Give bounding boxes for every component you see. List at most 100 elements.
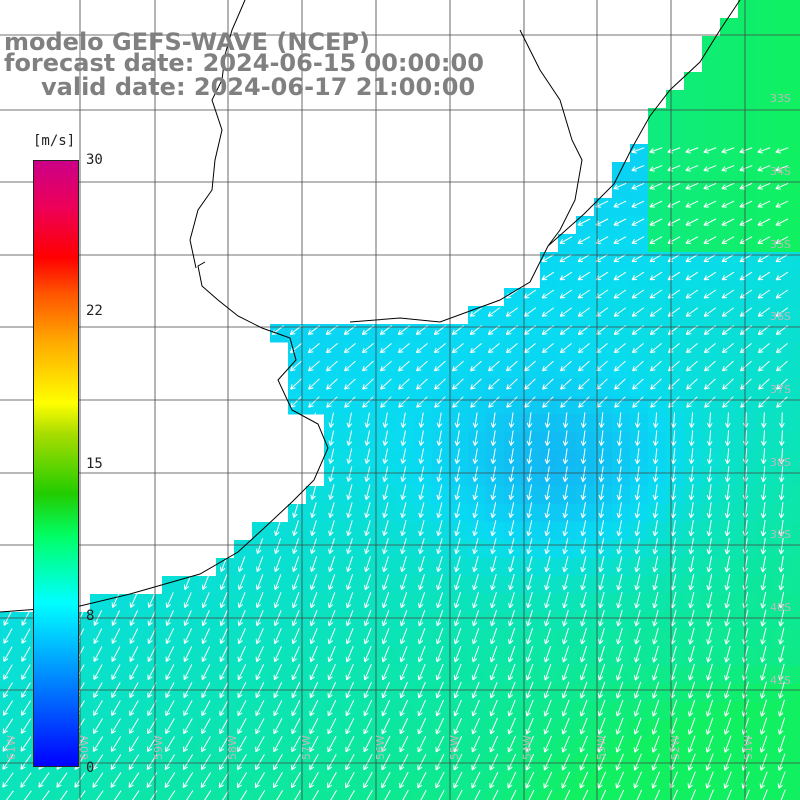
- wind-cell: [684, 342, 703, 361]
- wind-cell: [792, 18, 800, 37]
- wind-cell: [756, 324, 775, 343]
- wind-cell: [558, 486, 577, 505]
- wind-arrow: [490, 484, 497, 501]
- wind-cell: [792, 252, 800, 271]
- wind-cell: [162, 702, 181, 721]
- wind-arrow: [760, 591, 767, 609]
- wind-cell: [792, 504, 800, 523]
- wind-arrow: [724, 430, 731, 446]
- wind-arrow: [435, 663, 444, 681]
- wind-arrow: [237, 736, 247, 753]
- wind-arrow: [742, 645, 749, 663]
- wind-arrow: [454, 538, 461, 555]
- wind-arrow: [721, 200, 735, 208]
- wind-cell: [414, 360, 433, 379]
- wind-cell: [594, 630, 613, 649]
- wind-arrow: [600, 789, 607, 800]
- wind-cell: [414, 324, 433, 343]
- wind-arrow: [724, 537, 731, 555]
- wind-arrow: [20, 736, 32, 752]
- wind-cell: [612, 414, 631, 433]
- wind-cell: [234, 612, 253, 631]
- wind-arrow: [456, 789, 463, 800]
- wind-arrow: [435, 771, 445, 789]
- wind-cell: [270, 774, 289, 793]
- wind-arrow: [616, 555, 623, 573]
- wind-cell: [756, 108, 775, 127]
- wind-arrow: [129, 646, 139, 662]
- wind-arrow: [454, 448, 461, 464]
- wind-cell: [792, 702, 800, 721]
- wind-cell: [198, 756, 217, 775]
- wind-arrow: [597, 699, 606, 717]
- wind-arrow: [164, 736, 175, 752]
- wind-arrow: [290, 378, 302, 390]
- wind-cell: [450, 576, 469, 595]
- wind-arrow: [670, 448, 677, 464]
- wind-cell: [0, 756, 19, 775]
- wind-cell: [720, 468, 739, 487]
- wind-arrow: [778, 520, 785, 537]
- wind-cell: [630, 360, 649, 379]
- wind-arrow: [147, 592, 156, 608]
- wind-arrow: [598, 502, 605, 519]
- wind-arrow: [633, 735, 642, 753]
- wind-cell: [396, 324, 415, 343]
- wind-arrow: [204, 790, 212, 800]
- wind-cell: [774, 576, 793, 595]
- wind-arrow: [579, 735, 588, 753]
- wind-arrow: [111, 664, 121, 680]
- wind-arrow: [506, 378, 518, 390]
- wind-arrow: [526, 591, 533, 609]
- wind-cell: [378, 396, 397, 415]
- wind-cell: [432, 468, 451, 487]
- wind-cell: [792, 0, 800, 19]
- wind-arrow: [309, 628, 318, 645]
- wind-arrow: [562, 484, 569, 501]
- wind-arrow: [523, 342, 536, 354]
- wind-arrow: [20, 772, 32, 788]
- wind-arrow: [326, 396, 338, 408]
- wind-cell: [450, 558, 469, 577]
- wind-cell: [720, 198, 739, 217]
- wind-arrow: [201, 700, 211, 717]
- wind-arrow: [326, 378, 338, 390]
- wind-cell: [432, 396, 451, 415]
- wind-arrow: [291, 628, 300, 645]
- wind-cell: [612, 270, 631, 289]
- wind-cell: [180, 612, 199, 631]
- wind-arrow: [219, 700, 229, 717]
- wind-cell: [774, 594, 793, 613]
- wind-arrow: [237, 754, 247, 771]
- wind-arrow: [436, 538, 443, 555]
- wind-arrow: [616, 412, 623, 428]
- wind-arrow: [634, 502, 641, 519]
- wind-cell: [342, 432, 361, 451]
- wind-arrow: [472, 574, 479, 591]
- wind-cell: [738, 576, 757, 595]
- wind-cell: [792, 558, 800, 577]
- wind-cell: [774, 612, 793, 631]
- wind-arrow: [740, 360, 752, 372]
- wind-arrow: [274, 538, 282, 554]
- wind-arrow: [92, 718, 103, 734]
- wind-arrow: [616, 484, 623, 501]
- wind-cell: [612, 504, 631, 523]
- wind-cell: [414, 522, 433, 541]
- wind-arrow: [364, 538, 371, 555]
- wind-arrow: [346, 520, 353, 537]
- wind-cell: [684, 162, 703, 181]
- wind-arrow: [580, 466, 587, 482]
- wind-arrow: [472, 556, 479, 573]
- wind-cell: [594, 666, 613, 685]
- wind-arrow: [778, 627, 785, 645]
- lon-label: 60W: [78, 735, 91, 760]
- wind-arrow: [95, 790, 104, 800]
- wind-arrow: [488, 378, 500, 390]
- wind-arrow: [542, 396, 554, 408]
- wind-arrow: [651, 753, 660, 771]
- wind-cell: [612, 648, 631, 667]
- wind-cell: [684, 468, 703, 487]
- wind-arrow: [470, 396, 482, 408]
- wind-cell: [720, 216, 739, 235]
